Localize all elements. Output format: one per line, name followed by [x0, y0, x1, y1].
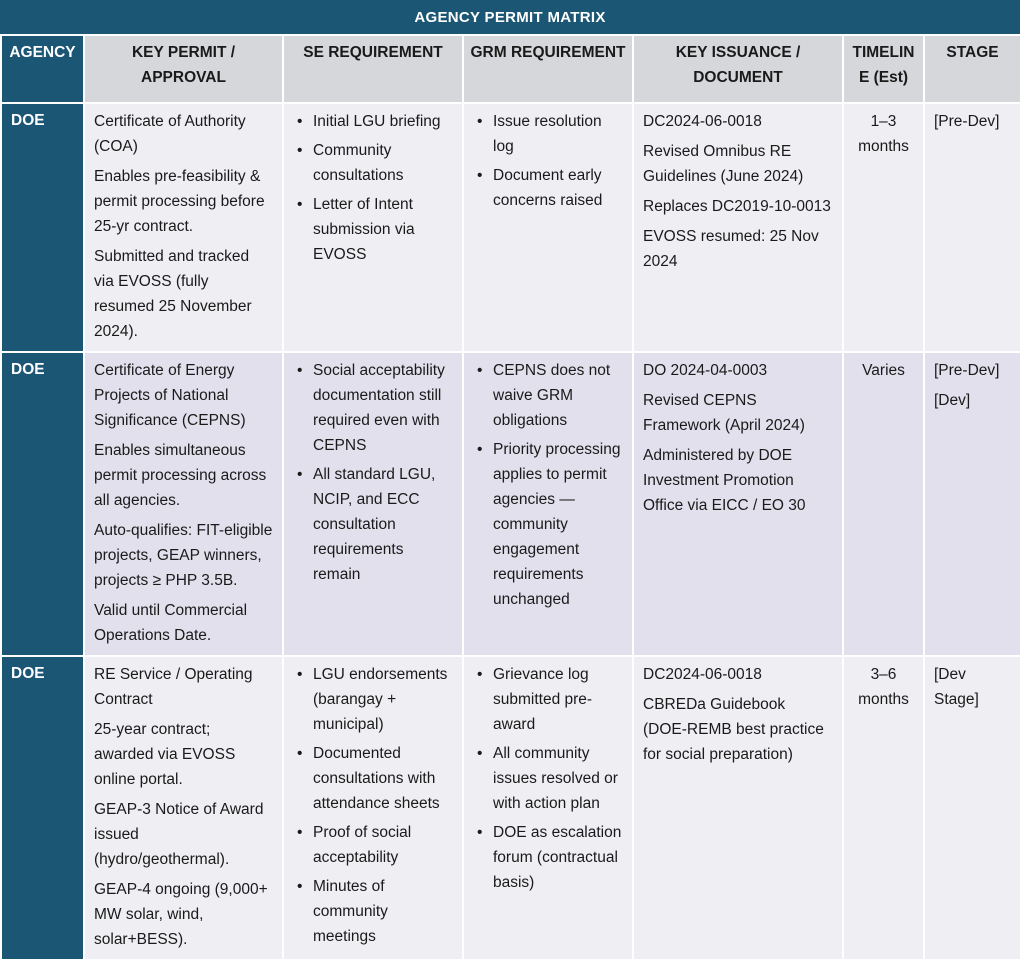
- table-row: DOE Certificate of Energy Projects of Na…: [0, 351, 1022, 657]
- stage-label: [Pre-Dev]: [934, 113, 1000, 130]
- header-key-permit: KEY PERMIT / APPROVAL: [83, 34, 284, 104]
- permit-cell: Certificate of Energy Projects of Nation…: [83, 351, 284, 657]
- stage-label: [Pre-Dev]: [934, 362, 1000, 379]
- permit-line: RE Service / Operating Contract: [94, 666, 253, 708]
- header-row: AGENCY KEY PERMIT / APPROVAL SE REQUIREM…: [0, 34, 1022, 104]
- permit-cell: RE Service / Operating Contract 25-year …: [83, 655, 284, 961]
- issuance-cell: DC2024-06-0018 Revised Omnibus RE Guidel…: [632, 102, 844, 353]
- header-grm-requirement: GRM REQUIREMENT: [462, 34, 634, 104]
- se-item: Community consultations: [293, 138, 453, 188]
- header-key-issuance: KEY ISSUANCE / DOCUMENT: [632, 34, 844, 104]
- se-item: Social acceptability documentation still…: [293, 358, 453, 458]
- se-cell: Initial LGU briefing Community consultat…: [282, 102, 464, 353]
- agency-cell: DOE: [0, 351, 85, 657]
- permit-line: Enables pre-feasibility & permit process…: [94, 168, 265, 235]
- se-item: All standard LGU, NCIP, and ECC consulta…: [293, 462, 453, 587]
- permit-line: Auto-qualifies: FIT-eligible projects, G…: [94, 522, 273, 589]
- grm-cell: Issue resolution log Document early conc…: [462, 102, 634, 353]
- stage-cell: [Pre-Dev] [Dev]: [923, 351, 1022, 657]
- stage-label: [Dev Stage]: [934, 666, 979, 708]
- issuance-line: DC2024-06-0018: [643, 113, 762, 130]
- permit-line: Enables simultaneous permit processing a…: [94, 442, 267, 509]
- permit-line: Certificate of Energy Projects of Nation…: [94, 362, 246, 429]
- se-item: Proof of social acceptability: [293, 820, 453, 870]
- issuance-cell: DC2024-06-0018 CBREDa Guidebook (DOE-REM…: [632, 655, 844, 961]
- issuance-line: EVOSS resumed: 25 Nov 2024: [643, 228, 819, 270]
- grm-cell: Grievance log submitted pre-award All co…: [462, 655, 634, 961]
- issuance-line: DO 2024-04-0003: [643, 362, 768, 379]
- se-item: Initial LGU briefing: [293, 109, 453, 134]
- permit-line: GEAP-3 Notice of Award issued (hydro/geo…: [94, 801, 264, 868]
- timeline-cell: 1–3 months: [842, 102, 925, 353]
- table-row: DOE Certificate of Authority (COA) Enabl…: [0, 102, 1022, 353]
- grm-item: DOE as escalation forum (contractual bas…: [473, 820, 623, 895]
- table-title: AGENCY PERMIT MATRIX: [0, 0, 1020, 34]
- se-cell: Social acceptability documentation still…: [282, 351, 464, 657]
- header-se-requirement: SE REQUIREMENT: [282, 34, 464, 104]
- agency-cell: DOE: [0, 102, 85, 353]
- issuance-line: Revised CEPNS Framework (April 2024): [643, 392, 805, 434]
- permit-cell: Certificate of Authority (COA) Enables p…: [83, 102, 284, 353]
- grm-item: Priority processing applies to permit ag…: [473, 437, 623, 612]
- permit-line: GEAP-4 ongoing (9,000+ MW solar, wind, s…: [94, 881, 268, 948]
- table-row: DOE RE Service / Operating Contract 25-y…: [0, 655, 1022, 961]
- issuance-line: Replaces DC2019-10-0013: [643, 198, 831, 215]
- permit-matrix-table: AGENCY KEY PERMIT / APPROVAL SE REQUIREM…: [0, 34, 1022, 961]
- header-stage: STAGE: [923, 34, 1022, 104]
- header-agency: AGENCY: [0, 34, 85, 104]
- se-item: Documented consultations with attendance…: [293, 741, 453, 816]
- issuance-line: CBREDa Guidebook (DOE-REMB best practice…: [643, 696, 824, 763]
- se-cell: LGU endorsements (barangay + municipal) …: [282, 655, 464, 961]
- timeline-cell: Varies: [842, 351, 925, 657]
- timeline-cell: 3–6 months: [842, 655, 925, 961]
- issuance-line: DC2024-06-0018: [643, 666, 762, 683]
- grm-item: Document early concerns raised: [473, 163, 623, 213]
- agency-cell: DOE: [0, 655, 85, 961]
- grm-item: Issue resolution log: [473, 109, 623, 159]
- stage-label: [Dev]: [934, 392, 971, 409]
- issuance-line: Revised Omnibus RE Guidelines (June 2024…: [643, 143, 804, 185]
- grm-cell: CEPNS does not waive GRM obligations Pri…: [462, 351, 634, 657]
- se-item: Letter of Intent submission via EVOSS: [293, 192, 453, 267]
- issuance-line: Administered by DOE Investment Promotion…: [643, 447, 806, 514]
- grm-item: All community issues resolved or with ac…: [473, 741, 623, 816]
- se-item: LGU endorsements (barangay + municipal): [293, 662, 453, 737]
- permit-line: Certificate of Authority (COA): [94, 113, 246, 155]
- permit-line: Valid until Commercial Operations Date.: [94, 602, 248, 644]
- stage-cell: [Dev Stage]: [923, 655, 1022, 961]
- grm-item: Grievance log submitted pre-award: [473, 662, 623, 737]
- header-timeline: TIMELIN E (Est): [842, 34, 925, 104]
- se-item: Minutes of community meetings: [293, 874, 453, 949]
- stage-cell: [Pre-Dev]: [923, 102, 1022, 353]
- issuance-cell: DO 2024-04-0003 Revised CEPNS Framework …: [632, 351, 844, 657]
- grm-item: CEPNS does not waive GRM obligations: [473, 358, 623, 433]
- permit-line: 25-year contract; awarded via EVOSS onli…: [94, 721, 236, 788]
- permit-line: Submitted and tracked via EVOSS (fully r…: [94, 248, 252, 340]
